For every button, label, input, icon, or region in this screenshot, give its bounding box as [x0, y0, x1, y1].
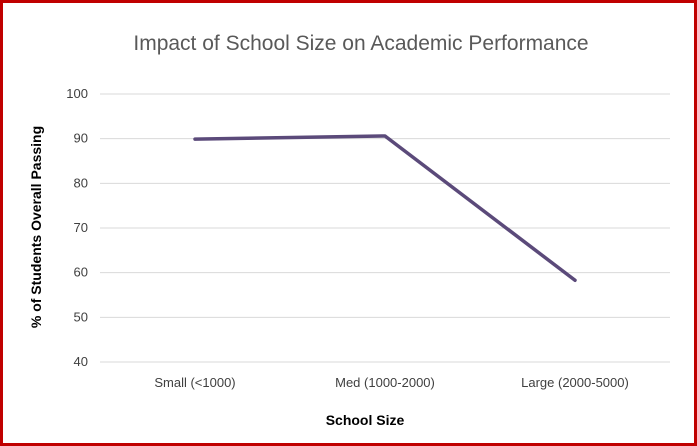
x-tick-label-1: Med (1000-2000) [335, 375, 435, 390]
x-axis-title: School Size [326, 412, 405, 428]
chart-title: Impact of School Size on Academic Perfor… [133, 32, 588, 55]
y-tick-label-40: 40 [74, 354, 88, 369]
x-tick-labels: Small (<1000) Med (1000-2000) Large (2000-… [154, 375, 629, 390]
y-tick-label-60: 60 [74, 265, 88, 280]
y-axis-title: % of Students Overall Passing [28, 126, 44, 328]
x-tick-label-2: Large (2000-5000) [521, 375, 629, 390]
gridlines [100, 93, 670, 363]
x-tick-label-0: Small (<1000) [154, 375, 235, 390]
y-tick-label-80: 80 [74, 175, 88, 190]
y-tick-label-100: 100 [66, 86, 88, 101]
series-group [193, 134, 577, 283]
y-tick-label-90: 90 [74, 131, 88, 146]
data-point-0-2 [573, 278, 577, 282]
data-point-0-0 [193, 137, 197, 141]
series-line-0 [193, 134, 577, 283]
y-tick-label-50: 50 [74, 309, 88, 324]
y-tick-label-70: 70 [74, 220, 88, 235]
y-tick-labels: 40 50 60 70 80 90 100 [66, 86, 88, 369]
data-point-0-1 [383, 134, 387, 138]
